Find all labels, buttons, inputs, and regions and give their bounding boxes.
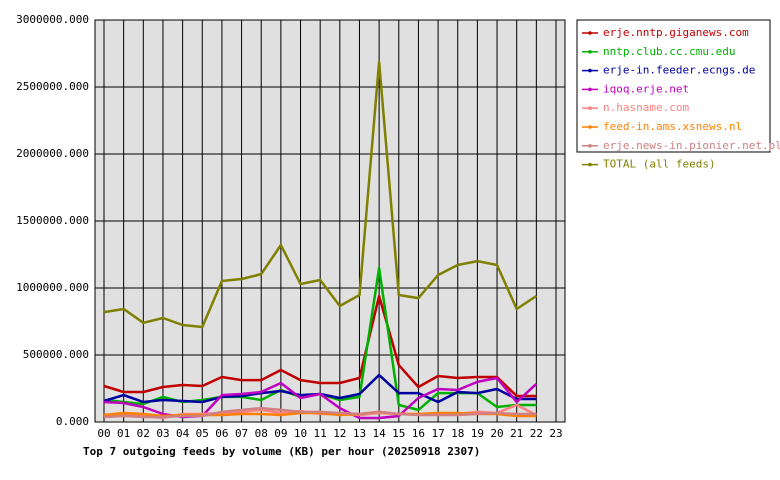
- legend-label: erje-in.feeder.ecngs.de: [603, 64, 755, 77]
- x-tick-label: 06: [215, 427, 228, 440]
- x-tick-label: 04: [176, 427, 190, 440]
- x-tick-label: 18: [451, 427, 464, 440]
- series-line: [103, 406, 537, 419]
- legend-label: TOTAL (all feeds): [603, 158, 716, 171]
- x-tick-label: 03: [156, 427, 169, 440]
- x-tick-label: 22: [530, 427, 543, 440]
- y-tick-label: 1000000.000: [16, 281, 89, 294]
- legend-marker: [588, 125, 592, 129]
- y-tick-label: 2000000.000: [16, 147, 89, 160]
- legend-label: nntp.club.cc.cmu.edu: [603, 45, 735, 58]
- x-tick-label: 08: [255, 427, 268, 440]
- legend-box: [576, 19, 771, 153]
- x-tick-label: 15: [392, 427, 405, 440]
- legend-marker: [588, 87, 592, 92]
- x-tick-label: 23: [549, 427, 562, 440]
- x-tick-label: 00: [97, 427, 110, 440]
- x-tick-label: 02: [137, 427, 150, 440]
- x-tick-label: 01: [117, 427, 130, 440]
- x-tick-label: 16: [412, 427, 425, 440]
- x-tick-label: 12: [333, 427, 346, 440]
- x-tick-label: 10: [294, 427, 307, 440]
- legend-label: iqoq.erje.net: [603, 82, 689, 95]
- legend-label: erje.nntp.giganews.com: [603, 26, 749, 39]
- legend-marker: [588, 50, 592, 54]
- y-tick-label: 0.000: [56, 415, 89, 428]
- y-tick-label: 500000.000: [23, 348, 89, 361]
- legend-label: feed-in.ams.xsnews.nl: [603, 120, 742, 133]
- x-tick-label: 20: [490, 427, 503, 440]
- x-tick-label: 05: [196, 427, 209, 440]
- x-tick-label: 14: [373, 427, 387, 440]
- x-tick-label: 21: [510, 427, 523, 440]
- y-tick-label: 3000000.000: [16, 13, 89, 26]
- x-tick-label: 07: [235, 427, 248, 440]
- x-tick-label: 19: [471, 427, 484, 440]
- series-line: [103, 60, 537, 329]
- x-tick-label: 17: [431, 427, 444, 440]
- legend-marker: [588, 162, 592, 167]
- x-tick-label: 11: [314, 427, 327, 440]
- legend-marker: [588, 144, 592, 148]
- legend-label: n.hasname.com: [603, 101, 689, 114]
- series-line: [103, 294, 537, 398]
- y-tick-label: 2500000.000: [16, 80, 89, 93]
- chart-title: Top 7 outgoing feeds by volume (KB) per …: [83, 445, 480, 458]
- legend-label: erje.news-in.pionier.net.pl: [603, 139, 780, 152]
- legend-marker: [588, 31, 592, 35]
- legend-marker: [588, 106, 592, 110]
- x-tick-label: 09: [274, 427, 287, 440]
- x-tick-label: 13: [353, 427, 366, 440]
- legend-marker: [588, 68, 592, 73]
- y-tick-label: 1500000.000: [16, 214, 89, 227]
